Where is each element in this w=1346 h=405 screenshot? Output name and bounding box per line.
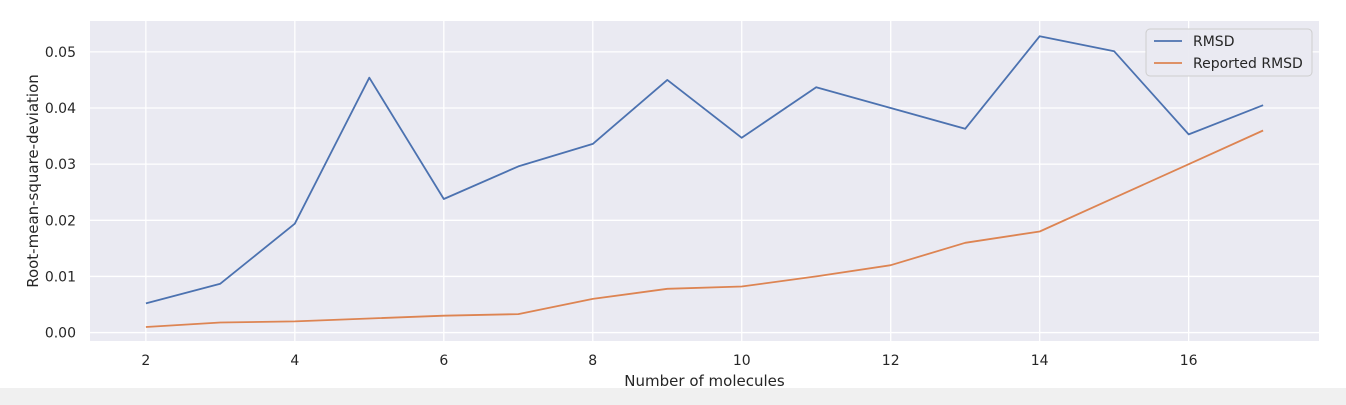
x-tick-label: 14 bbox=[1031, 353, 1049, 369]
x-tick-label: 2 bbox=[141, 353, 150, 369]
x-tick-label: 8 bbox=[588, 353, 597, 369]
x-tick-label: 16 bbox=[1180, 353, 1198, 369]
y-tick-label: 0.05 bbox=[45, 45, 76, 61]
line-chart: 2 4 6 8 10 12 14 16 0.00 0.01 0.02 0.03 0.04 0.05 Nu… bbox=[24, 21, 1319, 388]
legend-box bbox=[1145, 28, 1313, 77]
x-tick-label: 4 bbox=[290, 353, 299, 369]
y-tick-label: 0.04 bbox=[45, 101, 76, 117]
legend-label: Reported RMSD bbox=[1193, 56, 1303, 72]
y-axis-ticks: 0.00 0.01 0.02 0.03 0.04 0.05 bbox=[45, 45, 76, 342]
legend-label: RMSD bbox=[1193, 34, 1234, 50]
series-line-rmsd bbox=[145, 35, 1264, 305]
y-axis-label: Root-mean-square-deviation bbox=[24, 74, 42, 288]
y-tick-label: 0.01 bbox=[45, 269, 76, 285]
y-tick-label: 0.00 bbox=[45, 326, 76, 342]
x-axis-label: Number of molecules bbox=[624, 372, 785, 388]
series-lines bbox=[145, 35, 1264, 328]
y-tick-label: 0.02 bbox=[45, 213, 76, 229]
window-bottom-strip bbox=[0, 388, 1346, 405]
legend: RMSD Reported RMSD bbox=[1145, 28, 1313, 77]
y-tick-label: 0.03 bbox=[45, 157, 76, 173]
x-tick-label: 6 bbox=[439, 353, 448, 369]
x-axis-ticks: 2 4 6 8 10 12 14 16 bbox=[141, 353, 1197, 369]
plot-area bbox=[90, 21, 1319, 341]
series-line-reported-rmsd bbox=[145, 129, 1264, 328]
x-tick-label: 12 bbox=[882, 353, 900, 369]
x-tick-label: 10 bbox=[733, 353, 751, 369]
